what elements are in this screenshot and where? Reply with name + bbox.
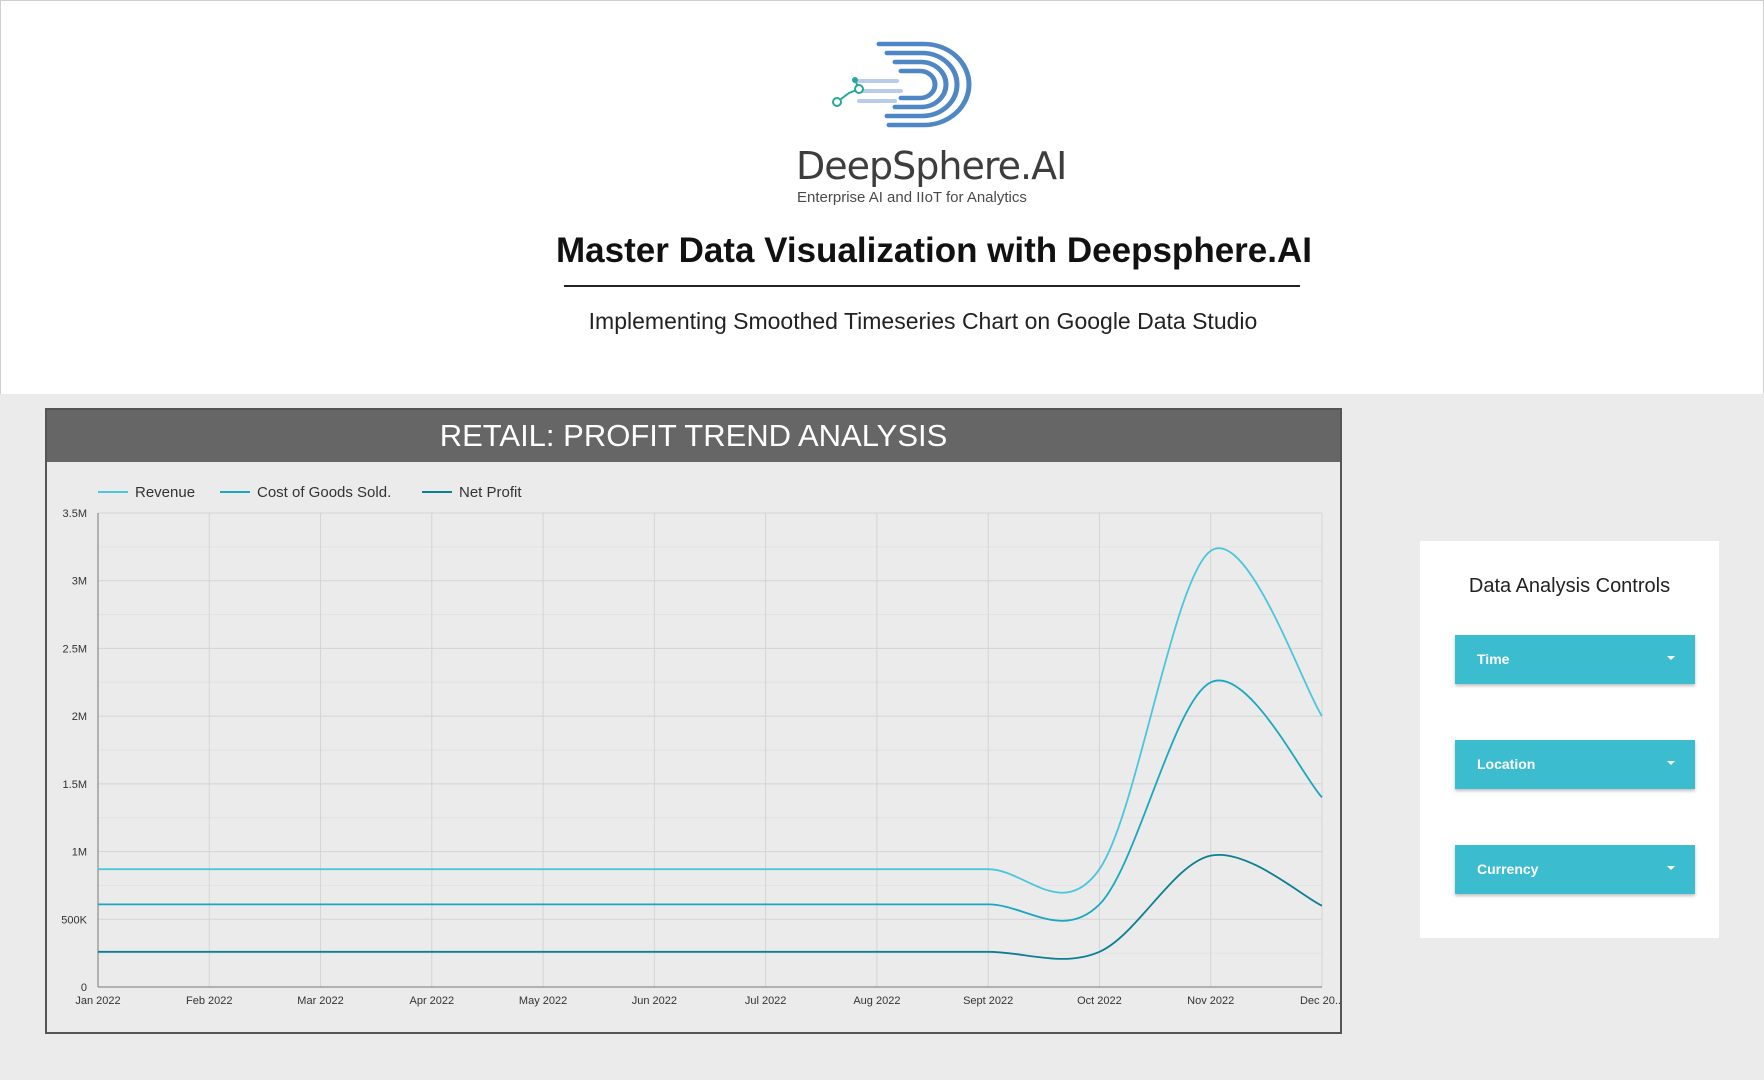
currency-dropdown[interactable]: Currency	[1455, 845, 1695, 894]
series-line-net-profit	[98, 853, 1323, 960]
report-header: DeepSphere.AI Enterprise AI and IIoT for…	[0, 0, 1764, 394]
deepsphere-logo-icon	[829, 41, 1049, 211]
x-tick-label: Nov 2022	[1187, 995, 1234, 1007]
dropdown-caret-icon	[1667, 761, 1675, 765]
y-tick-label: 3.5M	[63, 508, 87, 520]
controls-title: Data Analysis Controls	[1468, 575, 1671, 597]
x-tick-label: Dec 20...	[1300, 995, 1340, 1007]
dropdown-caret-icon	[1667, 656, 1675, 660]
y-tick-label: 1.5M	[63, 779, 87, 791]
dropdown-caret-icon	[1667, 866, 1675, 870]
x-tick-label: May 2022	[519, 995, 567, 1007]
timeseries-chart: 0 500K 1M 1.5M 2M 2.5M 3M 3.5M Jan 2022 Feb 2022 M…	[61, 484, 1340, 1007]
y-tick-label: 1M	[72, 847, 87, 859]
brand-name: DeepSphere.AI	[796, 144, 1067, 188]
brand-tagline: Enterprise AI and IIoT for Analytics	[797, 189, 1027, 206]
x-tick-label: Feb 2022	[186, 995, 232, 1007]
controls-panel: Data Analysis Controls Time Location Cur…	[1420, 541, 1719, 938]
x-tick-label: Oct 2022	[1077, 995, 1122, 1007]
y-tick-label: 2.5M	[63, 643, 87, 655]
x-tick-label: Jun 2022	[632, 995, 677, 1007]
legend-label: Revenue	[135, 484, 195, 501]
y-tick-label: 500K	[61, 914, 87, 926]
page-title: Master Data Visualization with Deepspher…	[556, 231, 1312, 270]
time-dropdown-label: Time	[1477, 651, 1510, 667]
x-tick-label: Jan 2022	[75, 995, 120, 1007]
location-dropdown[interactable]: Location	[1455, 740, 1695, 789]
y-tick-label: 0	[81, 982, 87, 994]
y-tick-label: 2M	[72, 711, 87, 723]
legend-label: Net Profit	[459, 484, 522, 501]
x-tick-label: Apr 2022	[409, 995, 454, 1007]
series-line-revenue	[97, 547, 1323, 894]
title-underline	[564, 285, 1300, 287]
series-line-cost-of-goods-sold	[97, 679, 1323, 922]
x-tick-label: Jul 2022	[745, 995, 787, 1007]
legend-label: Cost of Goods Sold.	[257, 484, 391, 501]
time-dropdown[interactable]: Time	[1455, 635, 1695, 684]
x-tick-label: Mar 2022	[297, 995, 343, 1007]
x-tick-label: Aug 2022	[853, 995, 900, 1007]
location-dropdown-label: Location	[1477, 756, 1536, 772]
currency-dropdown-label: Currency	[1477, 861, 1539, 877]
chart-panel: 0 500K 1M 1.5M 2M 2.5M 3M 3.5M Jan 2022 Feb 2022 M…	[45, 408, 1342, 1034]
x-tick-label: Sept 2022	[963, 995, 1013, 1007]
chart-title: RETAIL: PROFIT TREND ANALYSIS	[47, 410, 1340, 462]
page-subtitle: Implementing Smoothed Timeseries Chart o…	[588, 308, 1258, 334]
y-tick-label: 3M	[72, 576, 87, 588]
